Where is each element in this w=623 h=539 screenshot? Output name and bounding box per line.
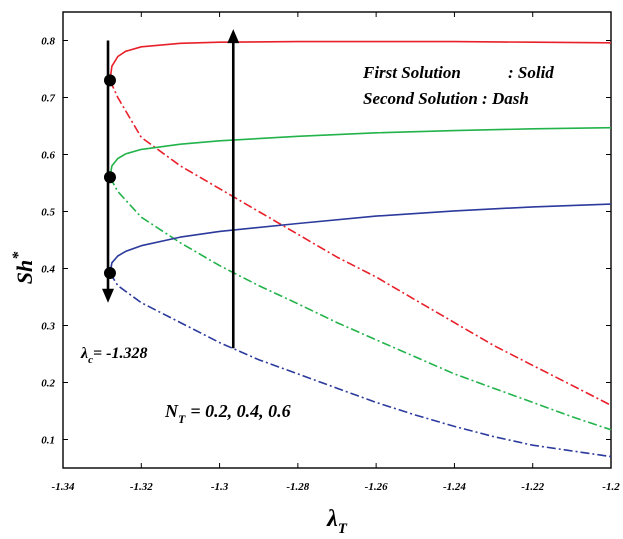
nt-label-main: N <box>164 401 179 421</box>
legend-line2: Second Solution : Dash <box>363 89 529 108</box>
x-tick-label: -1.22 <box>521 481 544 493</box>
y-axis-label-main: Sh <box>12 260 37 284</box>
y-tick-label: 0.4 <box>41 264 55 276</box>
y-tick-label: 0.5 <box>41 207 55 219</box>
arrow-head-1 <box>227 29 240 44</box>
axis-ticks: -1.34 -1.32 -1.3 -1.28 -1.26 -1.24 -1.22 -1.2 0.… <box>41 12 620 493</box>
critical-label: λc= -1.328 <box>80 345 147 366</box>
series-lines <box>109 40 612 458</box>
x-tick-label: -1.34 <box>52 481 75 493</box>
critical-points <box>103 74 116 280</box>
x-axis-label: λT <box>326 506 348 537</box>
plot-frame <box>62 11 612 469</box>
x-tick-label: -1.24 <box>443 481 466 493</box>
y-tick-label: 0.6 <box>41 150 55 162</box>
y-tick-label: 0.3 <box>41 321 55 333</box>
arrows <box>102 29 240 349</box>
x-axis-label-main: λ <box>326 506 338 532</box>
critical-label-value: = -1.328 <box>93 345 147 362</box>
y-tick-label: 0.2 <box>41 378 55 390</box>
legend-line1-right: : Solid <box>508 63 554 82</box>
critical-label-sub: c <box>88 354 93 366</box>
series-solid-line-0 <box>109 40 612 81</box>
x-tick-label: -1.28 <box>286 481 309 493</box>
critical-label-lambda: λ <box>80 345 88 362</box>
x-axis-label-sub: T <box>338 521 348 537</box>
x-tick-label: -1.3 <box>211 481 229 493</box>
y-axis-label-sup: * <box>10 251 27 260</box>
series-solid-line-2 <box>109 126 612 178</box>
legend-line1-left: First Solution <box>362 63 461 82</box>
series-solid-line-4 <box>109 203 612 274</box>
arrow-head-0 <box>102 288 115 303</box>
x-tick-label: -1.2 <box>602 481 620 493</box>
critical-point-0 <box>103 74 116 87</box>
critical-point-1 <box>103 171 116 184</box>
nt-label: NT = 0.2, 0.4, 0.6 <box>164 401 291 426</box>
y-tick-label: 0.1 <box>41 435 55 447</box>
series-dash-line-5 <box>109 272 612 458</box>
nt-label-sub: T <box>178 412 186 426</box>
x-tick-label: -1.26 <box>365 481 388 493</box>
series-dash-line-3 <box>109 176 612 431</box>
y-axis-label: Sh* <box>10 251 37 284</box>
nt-label-value: = 0.2, 0.4, 0.6 <box>190 401 290 421</box>
y-tick-label: 0.7 <box>41 93 55 105</box>
y-tick-label: 0.8 <box>41 36 55 48</box>
critical-point-2 <box>103 267 116 280</box>
x-tick-label: -1.32 <box>130 481 153 493</box>
